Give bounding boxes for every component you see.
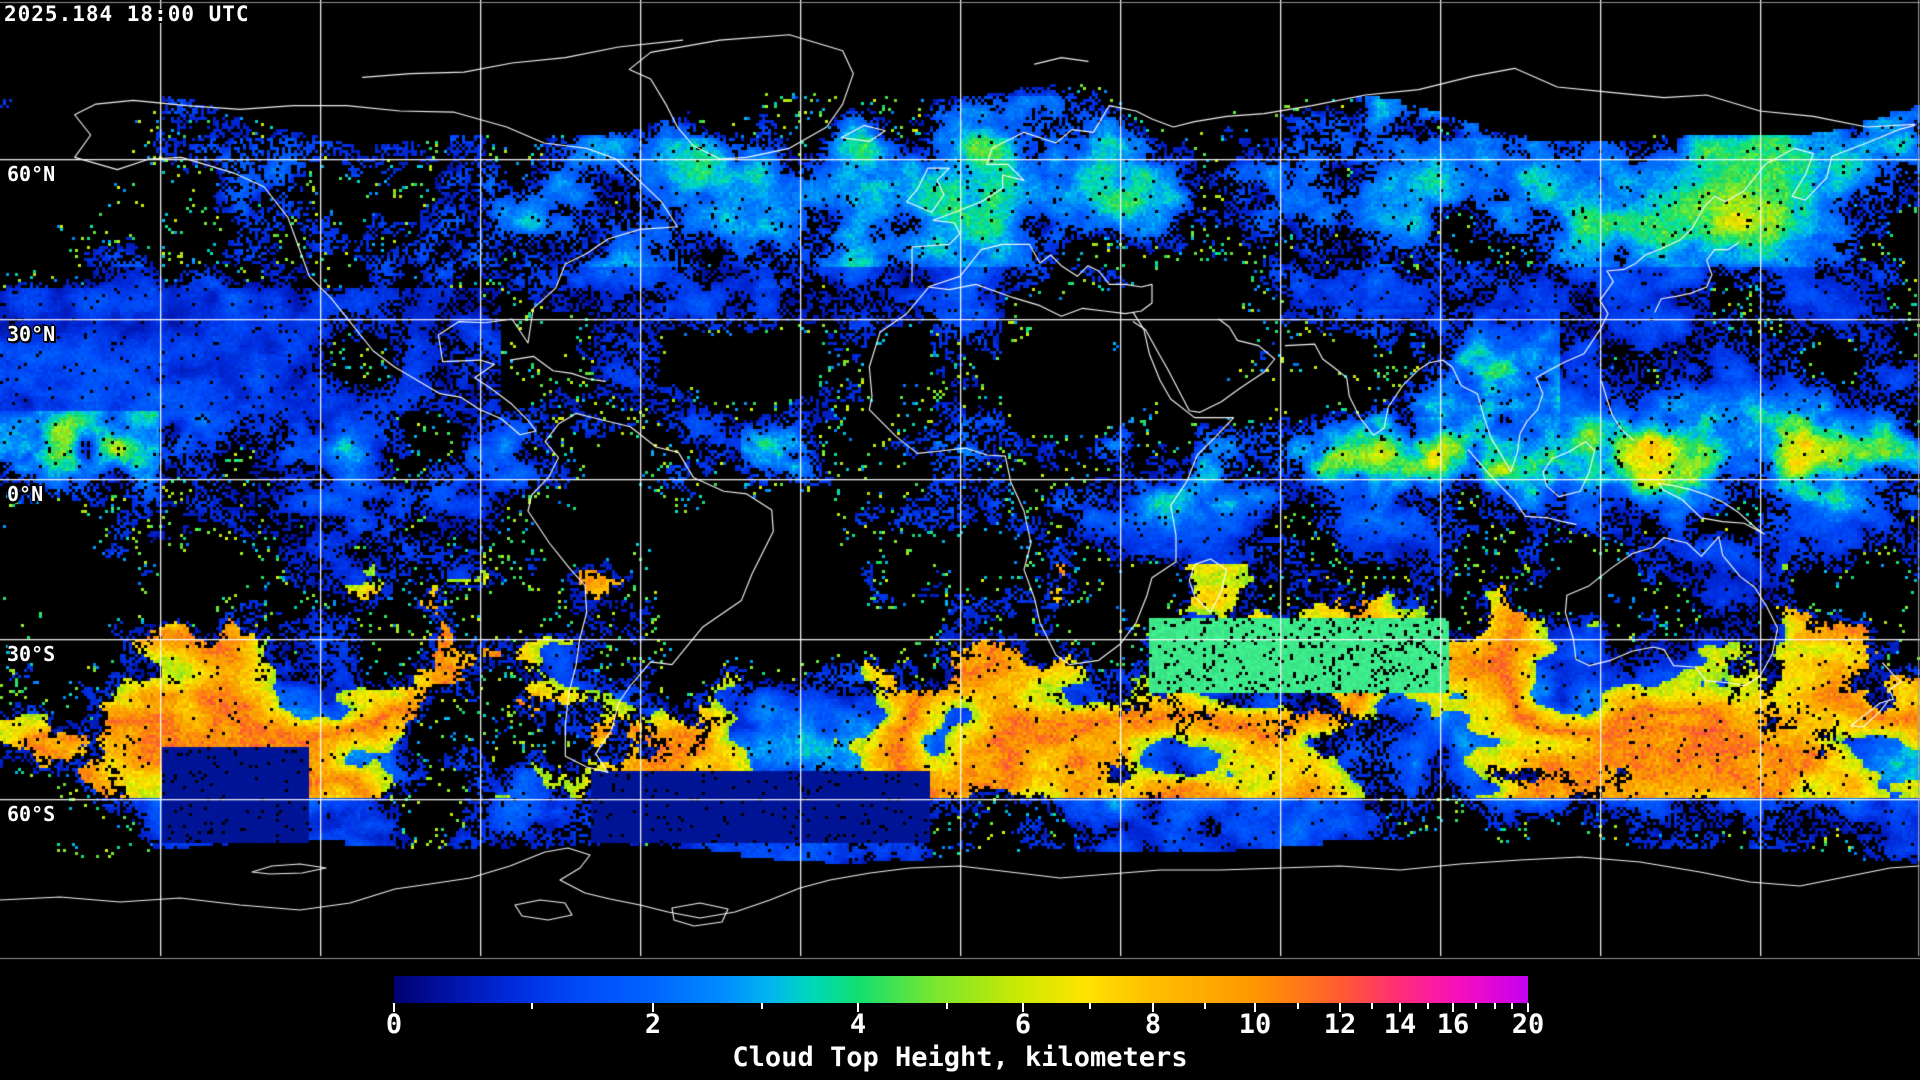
colorbar-tick-2 — [652, 1003, 654, 1012]
colorbar-tick-label-12: 12 — [1323, 1009, 1357, 1040]
colorbar-tick-label-4: 4 — [849, 1009, 867, 1040]
lat-label-30s: 30°S — [7, 642, 56, 666]
colorbar-tick-label-2: 2 — [644, 1009, 662, 1040]
lat-label-30n: 30°N — [7, 322, 56, 346]
colorbar-tick-15 — [1426, 1003, 1429, 1009]
colorbar-tick-20 — [1527, 1003, 1529, 1012]
colorbar-tick-13 — [1370, 1003, 1373, 1009]
colorbar-tick-18 — [1494, 1003, 1496, 1009]
colorbar-tick-12 — [1338, 1003, 1341, 1012]
colorbar-tick-0 — [393, 1003, 395, 1012]
colorbar-tick-1 — [531, 1003, 533, 1009]
colorbar-tick-label-0: 0 — [385, 1009, 403, 1040]
colorbar-tick-11 — [1297, 1003, 1300, 1009]
colorbar: 0 2 4 6 8 10 12 14 16 20 — [386, 976, 1544, 1076]
colorbar-tick-label-10: 10 — [1238, 1009, 1272, 1040]
lat-label-0n: 0°N — [7, 482, 44, 506]
colorbar-tick-16 — [1452, 1003, 1455, 1012]
colorbar-tick-label-6: 6 — [1014, 1009, 1032, 1040]
colorbar-tick-5 — [946, 1003, 949, 1009]
colorbar-tick-19 — [1511, 1003, 1513, 1009]
colorbar-title: Cloud Top Height, kilometers — [732, 1042, 1188, 1073]
colorbar-tick-17 — [1475, 1003, 1478, 1009]
colorbar-tick-9 — [1204, 1003, 1207, 1009]
colorbar-tick-label-16: 16 — [1436, 1009, 1470, 1040]
colorbar-tick-10 — [1254, 1003, 1257, 1012]
lat-label-60s: 60°S — [7, 802, 56, 826]
colorbar-tick-label-8: 8 — [1144, 1009, 1162, 1040]
colorbar-gradient — [394, 976, 1528, 1003]
colorbar-tick-8 — [1151, 1003, 1154, 1012]
colorbar-tick-6 — [1022, 1003, 1025, 1012]
colorbar-tick-7 — [1089, 1003, 1092, 1009]
colorbar-tick-4 — [857, 1003, 860, 1012]
colorbar-tick-3 — [760, 1003, 763, 1009]
timestamp: 2025.184 18:00 UTC — [4, 2, 250, 26]
colorbar-tick-14 — [1398, 1003, 1401, 1012]
colorbar-tick-label-20: 20 — [1511, 1009, 1545, 1040]
colorbar-tick-label-14: 14 — [1383, 1009, 1417, 1040]
lat-label-60n: 60°N — [7, 162, 56, 186]
